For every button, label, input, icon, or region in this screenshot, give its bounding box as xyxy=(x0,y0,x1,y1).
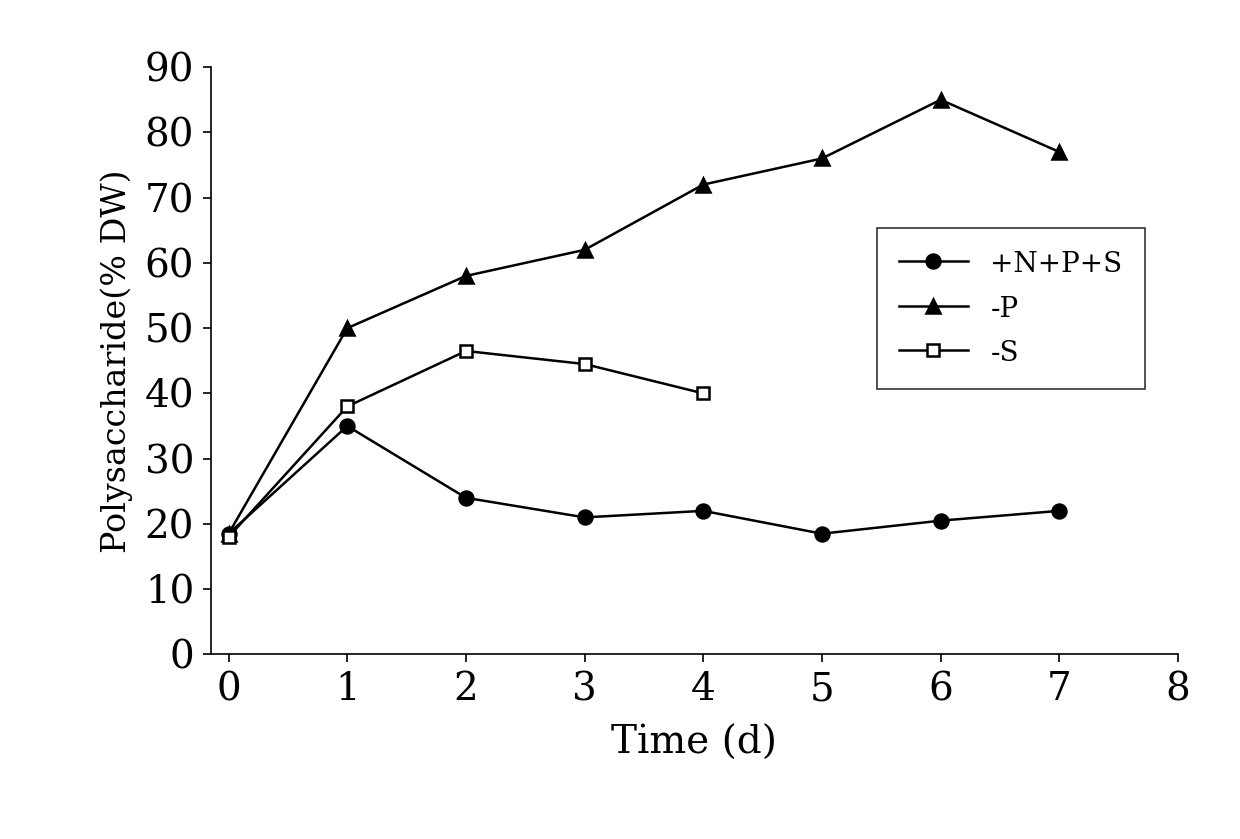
Legend: +N+P+S, -P, -S: +N+P+S, -P, -S xyxy=(877,228,1145,389)
-S xyxy=(459,346,474,356)
Line: +N+P+S: +N+P+S xyxy=(222,420,1066,540)
-S xyxy=(577,359,591,369)
+N+P+S xyxy=(815,529,830,539)
Line: -P: -P xyxy=(222,93,1066,540)
-P xyxy=(1052,147,1066,157)
-S xyxy=(221,532,236,542)
+N+P+S xyxy=(340,421,355,431)
+N+P+S xyxy=(459,492,474,503)
-P xyxy=(221,529,236,539)
+N+P+S xyxy=(696,506,711,516)
+N+P+S xyxy=(221,529,236,539)
-P xyxy=(459,271,474,281)
X-axis label: Time (d): Time (d) xyxy=(611,725,777,762)
-P xyxy=(340,323,355,333)
+N+P+S xyxy=(577,513,591,523)
-P xyxy=(815,154,830,164)
Line: -S: -S xyxy=(222,345,709,543)
-P xyxy=(934,95,949,105)
-S xyxy=(340,401,355,411)
+N+P+S xyxy=(934,516,949,526)
-P xyxy=(696,180,711,190)
Y-axis label: Polysaccharide(% DW): Polysaccharide(% DW) xyxy=(100,169,134,553)
+N+P+S xyxy=(1052,506,1066,516)
-P xyxy=(577,245,591,255)
-S xyxy=(696,388,711,399)
